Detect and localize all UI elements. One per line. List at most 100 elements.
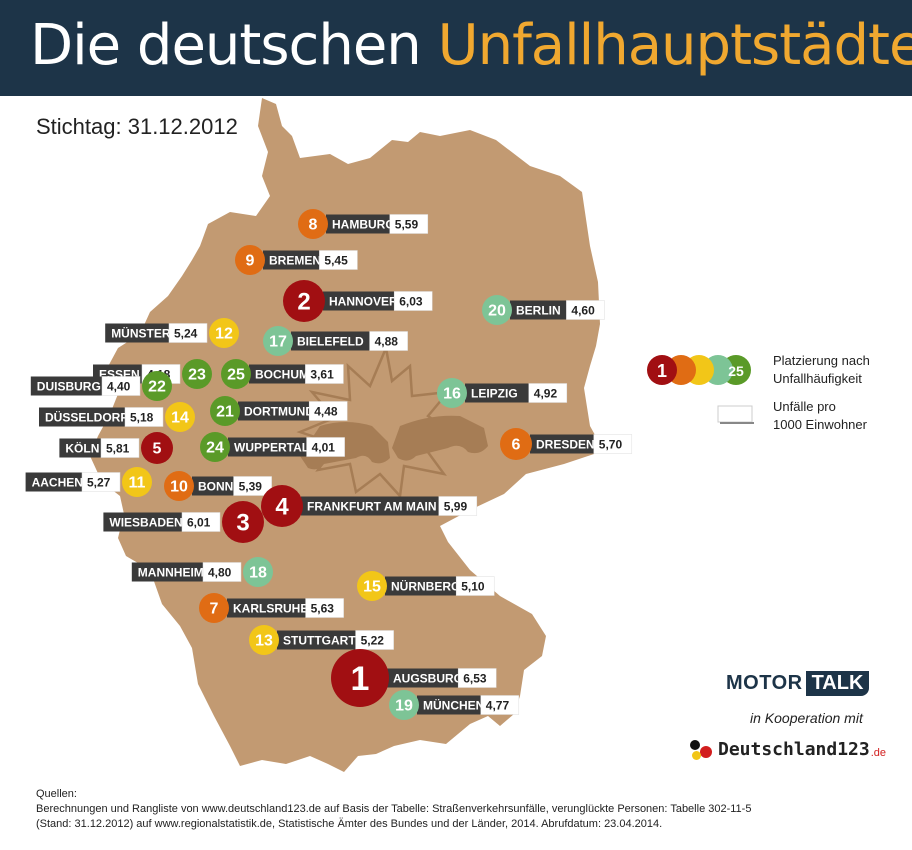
city-name: BONN [198, 480, 233, 494]
city-marker: KARLSRUHE 5,63 7 [199, 593, 344, 623]
rank-circle [357, 571, 387, 601]
city-name: NÜRNBERG [391, 579, 460, 594]
legend-value-line-1: Unfälle pro [773, 399, 836, 414]
city-name: DÜSSELDORF [45, 410, 128, 425]
city-name-bg [291, 331, 370, 351]
city-value: 5,39 [239, 480, 263, 494]
legend-value-label: Unfälle pro 1000 Einwohner [773, 398, 867, 434]
rank-number: 23 [188, 367, 206, 384]
city-name: DRESDEN [536, 438, 595, 452]
city-value: 4,80 [208, 566, 232, 580]
rank-number: 7 [210, 601, 219, 618]
city-name-bg [39, 407, 125, 427]
city-marker: BONN 5,39 10 [164, 471, 272, 501]
cooperation-text: in Kooperation mit [750, 710, 863, 726]
rank-number: 10 [170, 479, 188, 496]
city-name-bg [131, 562, 203, 582]
rank-number: 3 [236, 510, 249, 537]
city-markers: BOCHUM3,6125WUPPERTAL4,0124ESSEN4,1823DU… [25, 209, 633, 720]
rank-circle [141, 432, 173, 464]
city-value-bg [305, 598, 344, 618]
city-marker: AUGSBURG 6,53 1 [331, 649, 497, 707]
rank-circle [200, 432, 230, 462]
city-value: 5,18 [130, 411, 154, 425]
reference-date: Stichtag: 31.12.2012 [36, 114, 238, 139]
rank-circle [142, 371, 172, 401]
city-value: 5,22 [361, 634, 385, 648]
city-value: 5,27 [87, 476, 111, 490]
crash-burst-icon [296, 343, 459, 499]
city-name: BERLIN [516, 304, 561, 318]
city-value: 5,59 [395, 218, 419, 232]
city-value-bg [181, 512, 221, 532]
city-value-bg [124, 407, 164, 427]
city-marker: MANNHEIM 4,80 18 [131, 557, 273, 587]
city-value: 5,24 [174, 327, 198, 341]
sources-title: Quellen: [36, 788, 77, 800]
rank-number: 19 [395, 698, 413, 715]
city-name-bg [192, 476, 234, 496]
city-marker: AACHEN 5,27 11 [25, 467, 152, 497]
rank-circle [283, 280, 325, 322]
city-value: 6,53 [463, 672, 487, 686]
city-marker: MÜNSTER 5,24 12 [105, 318, 239, 348]
rank-number: 21 [216, 404, 234, 421]
city-marker: WUPPERTAL 4,01 24 [200, 432, 345, 462]
city-value-bg [389, 214, 429, 234]
city-value-bg [566, 300, 605, 320]
city-value: 5,99 [444, 500, 468, 514]
rank-circle [263, 326, 293, 356]
city-name-bg [227, 598, 306, 618]
legend-circle [647, 355, 677, 385]
legend-rank-last: 25 [728, 363, 744, 379]
city-name: KARLSRUHE [233, 602, 308, 616]
city-value: 4,60 [571, 304, 595, 318]
city-name: AACHEN [32, 476, 83, 490]
deutschland123-logo: Deutschland123 .de [688, 736, 886, 762]
city-name-bg [59, 438, 101, 458]
rank-number: 25 [227, 367, 245, 384]
rank-number: 15 [363, 579, 381, 596]
city-value: 5,81 [106, 442, 130, 456]
city-name-bg [30, 376, 102, 396]
city-name: MANNHEIM [138, 566, 204, 580]
sources-line-1: Berechnungen und Rangliste von www.deuts… [36, 803, 752, 815]
city-value: 4,92 [534, 387, 558, 401]
rank-circle [331, 649, 389, 707]
legend-rank-line-1: Platzierung nach [773, 353, 870, 368]
city-marker: HAMBURG 5,59 8 [298, 209, 429, 239]
city-value-bg [319, 250, 358, 270]
city-value-bg [101, 376, 141, 396]
city-value-bg [457, 668, 497, 688]
city-name-bg [238, 401, 310, 421]
sources-line-2: (Stand: 31.12.2012) auf www.regionalstat… [36, 818, 663, 830]
rank-circle [482, 295, 512, 325]
city-value: 5,45 [324, 254, 348, 268]
city-marker: BERLIN 4,60 20 [482, 295, 605, 325]
city-marker: FRANKFURT AM MAIN 5,99 4 [261, 485, 478, 527]
city-name: WIESBADEN [109, 516, 182, 530]
city-name: DORTMUND [244, 405, 314, 419]
rank-number: 5 [153, 441, 162, 458]
rank-circle [209, 318, 239, 348]
legend-rank-first: 1 [657, 361, 667, 381]
city-value-bg [81, 472, 121, 492]
rank-circle [221, 359, 251, 389]
city-name: STUTTGART [283, 634, 356, 648]
city-name: BREMEN [269, 254, 321, 268]
city-value: 4,01 [312, 441, 336, 455]
city-value-bg [455, 576, 495, 596]
legend: 1 25 [647, 355, 754, 424]
rank-number: 24 [206, 440, 224, 457]
legend-value-line-2: 1000 Einwohner [773, 417, 867, 432]
legend-value-box-shadow [720, 422, 754, 424]
city-name-bg [25, 472, 83, 492]
city-name-bg [277, 630, 356, 650]
city-value: 5,70 [599, 438, 623, 452]
city-name: BIELEFELD [297, 335, 364, 349]
rank-circle [389, 690, 419, 720]
rank-number: 6 [512, 437, 521, 454]
city-name-bg [323, 291, 395, 311]
city-marker: DÜSSELDORF 5,18 14 [39, 402, 195, 432]
rank-circle [235, 245, 265, 275]
